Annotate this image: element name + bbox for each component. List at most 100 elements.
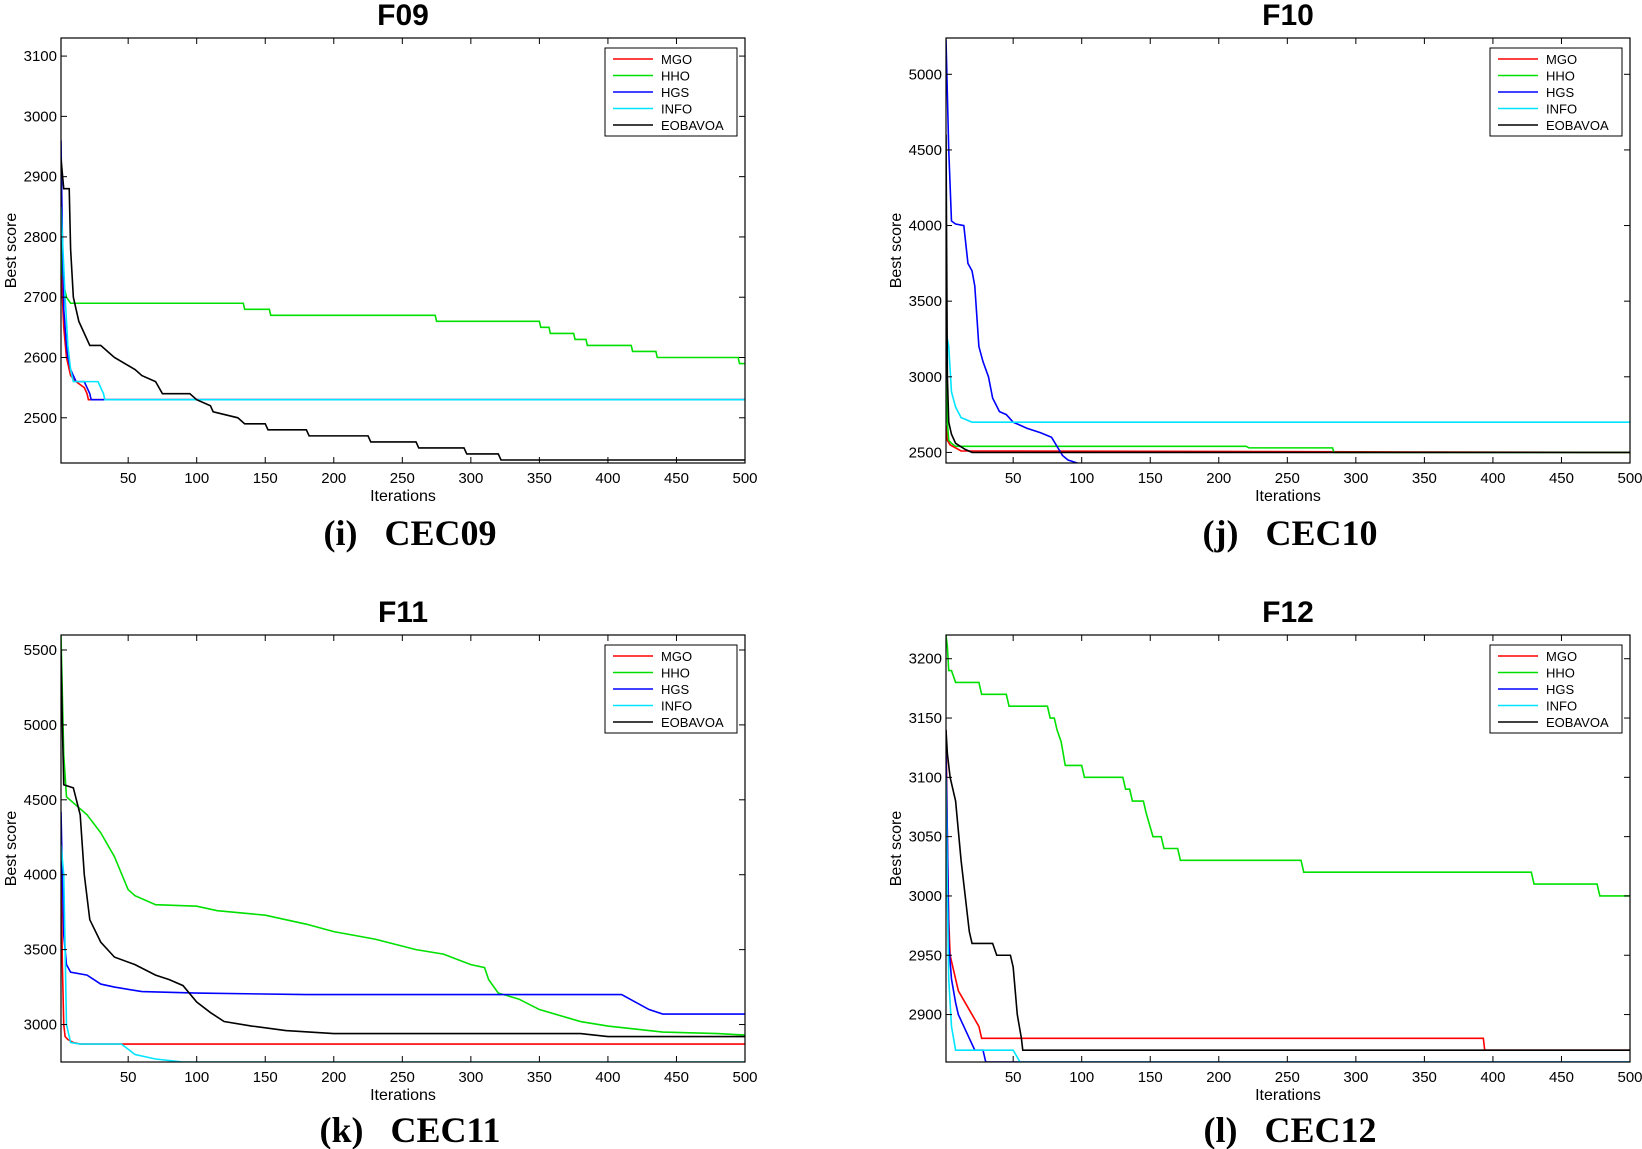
x-tick-label: 150 <box>1138 470 1163 487</box>
chart-panel-2: F10 50 100 150 200 250 300 350 400 450 500 2500 3000… <box>888 0 1642 553</box>
legend-label-eobavoa: EOBAVOA <box>1546 118 1609 133</box>
chart-title: F12 <box>1262 596 1314 629</box>
series-line-eobavoa <box>61 649 745 1038</box>
y-axis-label: Best score <box>888 213 905 289</box>
series-line-info <box>946 777 1630 1062</box>
y-tick-label: 3000 <box>24 1017 57 1034</box>
x-tick-label: 150 <box>253 470 278 487</box>
series-line-mgo <box>61 859 745 1045</box>
y-axis-label: Best score <box>3 213 20 289</box>
y-tick-label: 2950 <box>909 947 942 964</box>
series-group <box>946 39 1630 463</box>
series-line-eobavoa <box>946 134 1630 454</box>
y-tick-label: 2700 <box>24 289 57 306</box>
x-tick-label: 300 <box>1343 470 1368 487</box>
legend-label-hho: HHO <box>1546 666 1575 681</box>
legend-label-info: INFO <box>1546 699 1577 714</box>
legend-label-mgo: MGO <box>661 52 692 67</box>
y-tick-label: 2500 <box>909 444 942 461</box>
legend-label-hho: HHO <box>661 666 690 681</box>
x-tick-label: 400 <box>595 1069 620 1086</box>
x-axis-label: Iterations <box>1255 488 1321 505</box>
series-line-hgs <box>946 753 1630 1062</box>
chart-panel-3: F11 50 100 150 200 250 300 350 400 450 500 3000 3500… <box>3 596 758 1149</box>
plot-frame <box>60 634 746 1063</box>
x-tick-label: 200 <box>1206 1069 1231 1086</box>
y-axis-label: Best score <box>888 811 905 887</box>
x-tick-label: 400 <box>1480 470 1505 487</box>
plot-frame <box>60 37 746 464</box>
y-tick-label: 3000 <box>909 888 942 905</box>
legend-label-hgs: HGS <box>1546 85 1575 100</box>
x-axis-label: Iterations <box>370 488 436 505</box>
x-tick-label: 200 <box>321 1069 346 1086</box>
legend-label-hgs: HGS <box>661 682 690 697</box>
series-line-mgo <box>61 200 745 401</box>
panel-caption: (j) CEC10 <box>1203 513 1378 553</box>
series-line-hho <box>946 635 1630 897</box>
plot-frame <box>945 37 1631 464</box>
legend-label-hgs: HGS <box>1546 682 1575 697</box>
legend-label-mgo: MGO <box>661 649 692 664</box>
legend-label-eobavoa: EOBAVOA <box>1546 715 1609 730</box>
x-tick-label: 350 <box>527 1069 552 1086</box>
x-tick-label: 350 <box>1412 470 1437 487</box>
y-tick-label: 3000 <box>24 108 57 125</box>
x-tick-label: 200 <box>321 470 346 487</box>
legend-label-info: INFO <box>1546 102 1577 117</box>
series-group <box>946 635 1630 1062</box>
y-tick-label: 2600 <box>24 350 57 367</box>
y-tick-label: 5500 <box>24 642 57 659</box>
y-tick-label: 2500 <box>24 410 57 427</box>
y-tick-label: 3500 <box>24 942 57 959</box>
x-tick-label: 500 <box>732 470 757 487</box>
legend-label-info: INFO <box>661 699 692 714</box>
x-axis-label: Iterations <box>370 1087 436 1104</box>
y-tick-label: 3050 <box>909 829 942 846</box>
x-tick-label: 100 <box>184 470 209 487</box>
series-line-eobavoa <box>946 729 1630 1051</box>
plot-frame <box>945 634 1631 1063</box>
legend-label-info: INFO <box>661 102 692 117</box>
x-tick-label: 100 <box>184 1069 209 1086</box>
y-tick-label: 3100 <box>909 769 942 786</box>
y-tick-label: 2900 <box>24 169 57 186</box>
x-tick-label: 250 <box>1275 470 1300 487</box>
x-tick-label: 250 <box>390 470 415 487</box>
chart-title: F09 <box>377 0 429 32</box>
x-tick-label: 150 <box>1138 1069 1163 1086</box>
series-line-info <box>946 331 1630 423</box>
x-tick-label: 200 <box>1206 470 1231 487</box>
y-tick-label: 4000 <box>24 867 57 884</box>
y-tick-label: 3000 <box>909 369 942 386</box>
series-group <box>61 140 745 461</box>
panel-caption: (k) CEC11 <box>319 1110 500 1149</box>
panel-caption: (i) CEC09 <box>324 513 497 553</box>
legend-label-mgo: MGO <box>1546 52 1577 67</box>
series-line-hho <box>946 316 1630 454</box>
series-line-mgo <box>946 729 1630 1051</box>
series-line-hgs <box>946 39 1080 463</box>
x-tick-label: 50 <box>1005 1069 1022 1086</box>
x-tick-label: 500 <box>1617 1069 1642 1086</box>
x-tick-label: 500 <box>732 1069 757 1086</box>
chart-panel-1: F09 50 100 150 200 250 300 350 400 450 500 2500 2600… <box>3 0 758 553</box>
y-axis-label: Best score <box>3 811 20 887</box>
x-axis-label: Iterations <box>1255 1087 1321 1104</box>
x-tick-label: 250 <box>1275 1069 1300 1086</box>
y-tick-label: 2800 <box>24 229 57 246</box>
x-tick-label: 400 <box>1480 1069 1505 1086</box>
x-tick-label: 50 <box>120 1069 137 1086</box>
x-tick-label: 450 <box>664 470 689 487</box>
y-tick-label: 3200 <box>909 651 942 668</box>
x-tick-label: 50 <box>120 470 137 487</box>
y-tick-label: 5000 <box>909 66 942 83</box>
chart-title: F10 <box>1262 0 1314 32</box>
x-tick-label: 450 <box>1549 1069 1574 1086</box>
x-tick-label: 450 <box>1549 470 1574 487</box>
series-line-hho <box>61 635 745 1036</box>
